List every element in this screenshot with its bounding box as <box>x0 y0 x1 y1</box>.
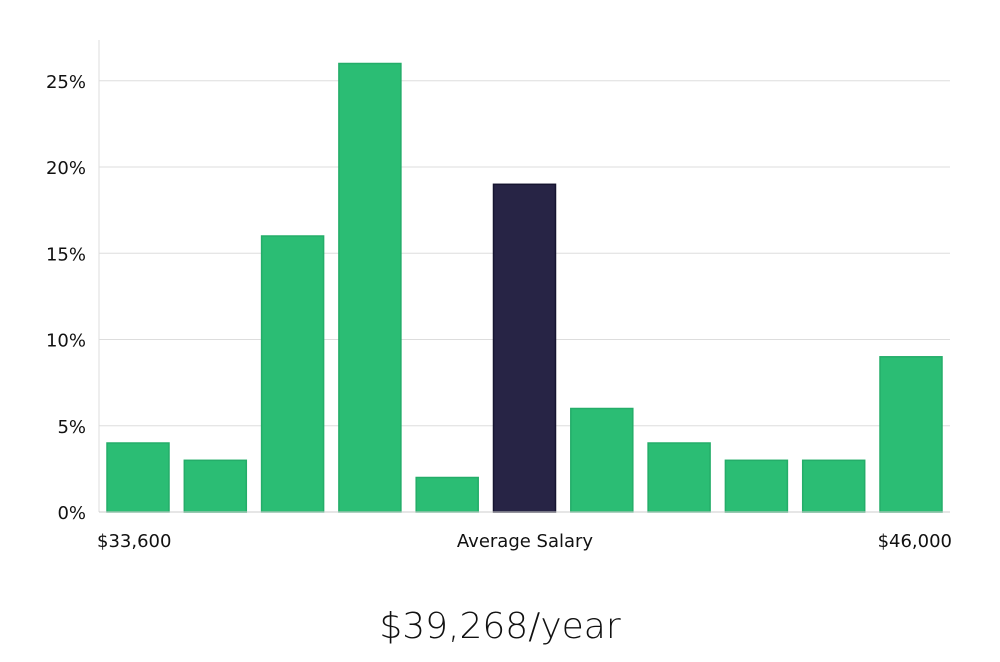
bar <box>415 476 479 513</box>
x-label-average: Average Salary <box>457 531 594 552</box>
bar <box>106 442 170 513</box>
bar <box>879 356 943 513</box>
bar <box>647 442 711 513</box>
average-salary-value: $39,268/year <box>379 606 621 647</box>
y-tick-label: 20% <box>46 158 86 179</box>
x-label-min: $33,600 <box>97 531 171 552</box>
bars <box>99 62 950 513</box>
y-tick-labels: 0% 5% 10% 15% 20% 25% <box>46 72 86 524</box>
y-tick-label: 5% <box>57 417 86 438</box>
y-tick-label: 15% <box>46 244 86 265</box>
bar-average-salary <box>492 183 557 513</box>
salary-histogram: 0%5%10%15%20%25% $33,600 Average Salary … <box>46 40 952 552</box>
y-tick-label: 10% <box>46 331 86 352</box>
bar <box>260 235 325 513</box>
y-tick-label: 25% <box>46 72 86 93</box>
bar <box>338 62 402 513</box>
bar <box>570 407 634 513</box>
x-label-max: $46,000 <box>878 531 952 552</box>
y-tick-label: 0% <box>57 503 86 524</box>
bar <box>724 459 789 513</box>
bar <box>183 459 248 513</box>
bar <box>801 459 866 513</box>
